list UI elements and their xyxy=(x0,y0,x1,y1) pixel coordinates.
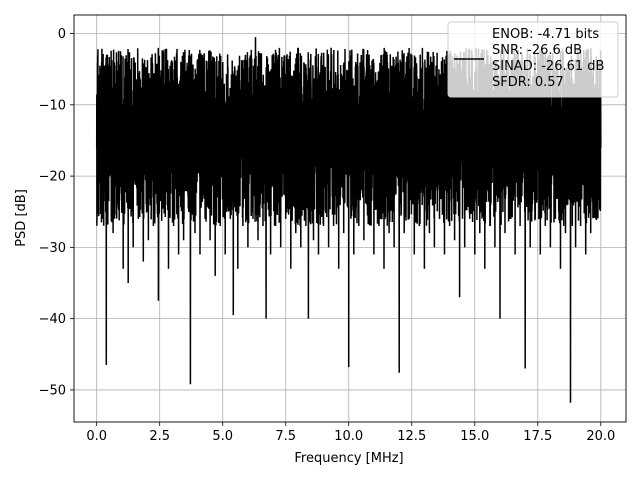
y-tick-label: −40 xyxy=(39,312,66,327)
y-tick-label: −20 xyxy=(39,170,66,185)
x-tick-label: 0.0 xyxy=(86,429,107,444)
y-tick-label: −10 xyxy=(39,98,66,113)
x-tick-label: 2.5 xyxy=(149,429,170,444)
y-tick-label: −50 xyxy=(39,383,66,398)
y-axis-ticks: 0 −10 −20 −30 −40 −50 xyxy=(39,27,74,398)
x-axis-label: Frequency [MHz] xyxy=(294,451,403,466)
x-tick-label: 17.5 xyxy=(523,429,552,444)
legend: ENOB: -4.71 bits SNR: -26.6 dB SINAD: -2… xyxy=(447,21,619,98)
x-tick-label: 15.0 xyxy=(460,429,489,444)
x-axis-ticks: 0.0 2.5 5.0 7.5 10.0 12.5 15.0 17.5 20.0 xyxy=(86,422,615,444)
x-tick-label: 5.0 xyxy=(212,429,233,444)
x-tick-label: 10.0 xyxy=(334,429,363,444)
x-tick-label: 12.5 xyxy=(397,429,426,444)
psd-series-line xyxy=(95,37,602,403)
plot-frame xyxy=(73,14,627,423)
legend-line-enob: ENOB: -4.71 bits xyxy=(492,27,599,42)
x-tick-label: 20.0 xyxy=(586,429,615,444)
y-tick-label: 0 xyxy=(58,27,66,42)
legend-line-sfdr: SFDR: 0.57 xyxy=(492,75,564,90)
legend-line-sinad: SINAD: -26.61 dB xyxy=(492,59,604,74)
y-axis-label: PSD [dB] xyxy=(14,189,29,247)
legend-box xyxy=(447,21,619,98)
legend-line-snr: SNR: -26.6 dB xyxy=(492,43,582,58)
plot-area xyxy=(95,37,602,403)
x-tick-label: 7.5 xyxy=(275,429,296,444)
y-tick-label: −30 xyxy=(39,241,66,256)
